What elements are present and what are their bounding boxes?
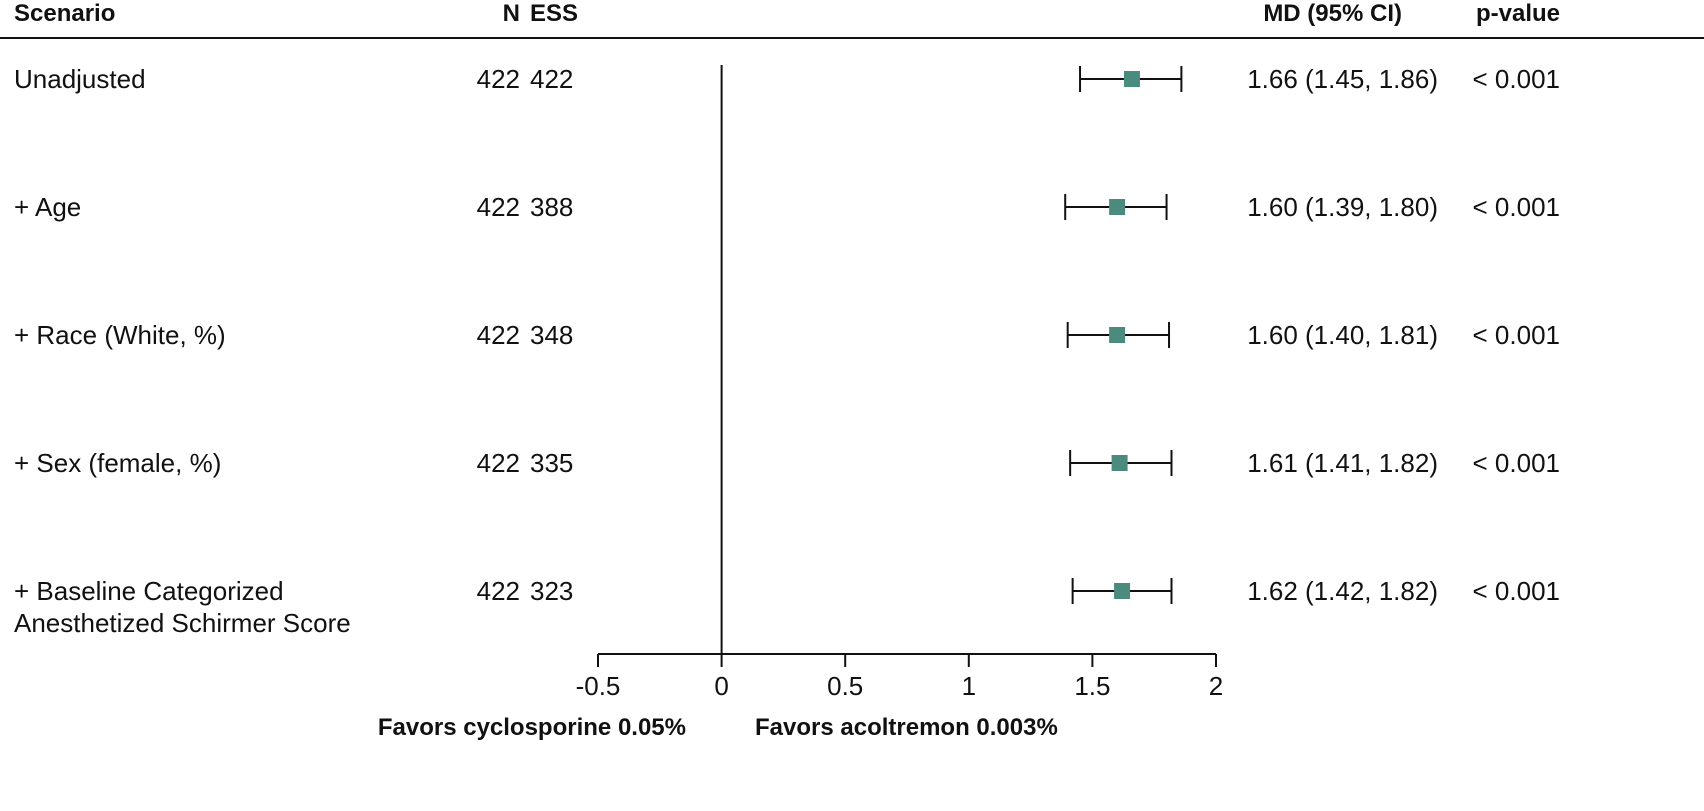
point-estimate (1111, 455, 1128, 471)
header-ess: ESS (530, 0, 579, 27)
estimate-label: 1.61 (1.41, 1.82) (1247, 448, 1438, 478)
row-label: + Race (White, %) (14, 320, 226, 350)
point-estimate (1109, 199, 1126, 215)
point-estimate (1123, 71, 1140, 87)
row-label: Unadjusted (14, 64, 146, 94)
p-value: < 0.001 (1472, 192, 1560, 222)
ess-value: 388 (530, 192, 574, 222)
ess-value: 422 (530, 64, 574, 94)
header-estimate: MD (95% CI) (1263, 0, 1402, 27)
n-value: 422 (476, 320, 520, 350)
row-label: + Sex (female, %) (14, 448, 222, 478)
estimate-label: 1.60 (1.39, 1.80) (1247, 192, 1438, 222)
right-favors-label: Favors acoltremon 0.003% (755, 714, 1058, 741)
n-value: 422 (476, 192, 520, 222)
estimate-label: 1.60 (1.40, 1.81) (1247, 320, 1438, 350)
estimate-label: 1.62 (1.42, 1.82) (1247, 576, 1438, 606)
x-tick-label: 1.5 (1074, 671, 1111, 701)
p-value: < 0.001 (1472, 576, 1560, 606)
header-label: Scenario (14, 0, 116, 27)
row-label: + Baseline Categorized Anesthetized Schi… (14, 576, 351, 638)
n-value: 422 (476, 448, 520, 478)
header-p: p-value (1475, 0, 1560, 27)
x-tick-label: 1 (961, 671, 977, 701)
n-value: 422 (476, 64, 520, 94)
point-estimate (1114, 583, 1131, 599)
p-value: < 0.001 (1472, 320, 1560, 350)
p-value: < 0.001 (1472, 64, 1560, 94)
ess-value: 323 (530, 576, 574, 606)
header-n: N (502, 0, 520, 27)
x-tick-label: 0 (714, 671, 729, 701)
estimate-label: 1.66 (1.45, 1.86) (1247, 64, 1438, 94)
x-tick-label: 2 (1208, 671, 1224, 701)
ess-value: 335 (530, 448, 574, 478)
p-value: < 0.001 (1472, 448, 1560, 478)
x-tick-label: -0.5 (575, 671, 621, 701)
x-tick-label: 0.5 (827, 671, 864, 701)
point-estimate (1109, 327, 1126, 343)
ess-value: 348 (530, 320, 574, 350)
row-label: + Age (14, 192, 82, 222)
left-favors-label: Favors cyclosporine 0.05% (377, 714, 686, 741)
n-value: 422 (476, 576, 520, 606)
